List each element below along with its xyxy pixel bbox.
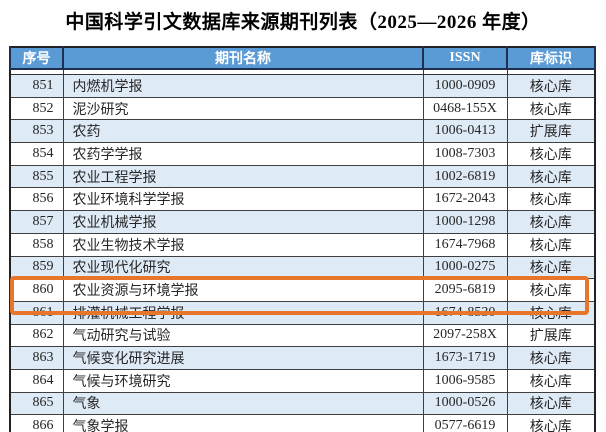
table-row: 865 气象 1000-0526 核心库 <box>9 391 596 416</box>
issn-cell: 1000-0275 <box>422 255 508 280</box>
db-flag-cell: 扩展库 <box>506 323 596 348</box>
table-row: 862 气动研究与试验 2097-258X 扩展库 <box>9 323 596 348</box>
db-flag-cell: 核心库 <box>506 164 596 189</box>
table-header-row: 序号 期刊名称 ISSN 库标识 <box>9 47 596 70</box>
journal-name-cell: 气候变化研究进展 <box>62 346 424 370</box>
db-flag-cell: 核心库 <box>506 346 596 370</box>
row-no-cell: 860 <box>9 278 64 302</box>
db-flag-cell: 核心库 <box>506 96 596 121</box>
row-no-cell: 857 <box>9 210 64 234</box>
db-flag-cell: 核心库 <box>506 391 596 416</box>
journal-name-cell: 气象 <box>62 391 424 416</box>
table-row: 866 气象学报 0577-6619 核心库 <box>9 414 596 432</box>
row-no-cell: 865 <box>9 391 64 416</box>
issn-cell: 1673-1719 <box>422 346 508 370</box>
db-flag-cell: 核心库 <box>506 210 596 234</box>
db-flag-cell: 核心库 <box>506 142 596 166</box>
journal-name-cell: 农业机械学报 <box>62 210 424 234</box>
journal-name-cell: 农业工程学报 <box>62 164 424 189</box>
page-title: 中国科学引文数据库来源期刊列表（2025—2026 年度） <box>65 12 541 33</box>
journal-name-cell: 排灌机械工程学报 <box>62 300 424 325</box>
table-row: 859 农业现代化研究 1000-0275 核心库 <box>9 255 596 280</box>
db-flag-cell: 核心库 <box>506 278 596 302</box>
issn-cell: 1674-8530 <box>422 300 508 325</box>
issn-cell: 1008-7303 <box>422 142 508 166</box>
table-row: 861 排灌机械工程学报 1674-8530 核心库 <box>9 300 596 325</box>
issn-cell: 1006-0413 <box>422 119 508 144</box>
issn-cell: 0577-6619 <box>422 414 508 432</box>
table-row: 858 农业生物技术学报 1674-7968 核心库 <box>9 232 596 257</box>
table-row: 855 农业工程学报 1002-6819 核心库 <box>9 164 596 189</box>
db-flag-cell: 核心库 <box>506 187 596 212</box>
journal-name-cell: 内燃机学报 <box>62 74 424 98</box>
row-no-cell: 855 <box>9 164 64 189</box>
column-header-no: 序号 <box>9 47 64 70</box>
journal-table: 序号 期刊名称 ISSN 库标识 851 内燃机学报 1000-0909 核心库 852… <box>9 46 596 432</box>
issn-cell: 1006-9585 <box>422 368 508 393</box>
journal-name-cell: 农药学学报 <box>62 142 424 166</box>
row-no-cell: 862 <box>9 323 64 348</box>
table-row: 851 内燃机学报 1000-0909 核心库 <box>9 74 596 98</box>
row-no-cell: 853 <box>9 119 64 144</box>
row-no-cell: 859 <box>9 255 64 280</box>
journal-name-cell: 农业生物技术学报 <box>62 232 424 257</box>
issn-cell: 2097-258X <box>422 323 508 348</box>
column-header-flag: 库标识 <box>506 47 596 70</box>
db-flag-cell: 核心库 <box>506 414 596 432</box>
journal-name-cell: 农业环境科学学报 <box>62 187 424 212</box>
issn-cell: 1000-0909 <box>422 74 508 98</box>
journal-name-cell: 气动研究与试验 <box>62 323 424 348</box>
issn-cell: 0468-155X <box>422 96 508 121</box>
table-row: 860 农业资源与环境学报 2095-6819 核心库 <box>9 278 596 302</box>
issn-cell: 2095-6819 <box>422 278 508 302</box>
table-row: 864 气候与环境研究 1006-9585 核心库 <box>9 368 596 393</box>
row-no-cell: 866 <box>9 414 64 432</box>
table-row: 857 农业机械学报 1000-1298 核心库 <box>9 210 596 234</box>
table-row: 854 农药学学报 1008-7303 核心库 <box>9 142 596 166</box>
row-no-cell: 854 <box>9 142 64 166</box>
journal-name-cell: 气候与环境研究 <box>62 368 424 393</box>
row-no-cell: 856 <box>9 187 64 212</box>
issn-cell: 1000-1298 <box>422 210 508 234</box>
db-flag-cell: 核心库 <box>506 255 596 280</box>
db-flag-cell: 扩展库 <box>506 119 596 144</box>
table-row: 853 农药 1006-0413 扩展库 <box>9 119 596 144</box>
table-row: 852 泥沙研究 0468-155X 核心库 <box>9 96 596 121</box>
issn-cell: 1000-0526 <box>422 391 508 416</box>
row-no-cell: 851 <box>9 74 64 98</box>
row-no-cell: 864 <box>9 368 64 393</box>
journal-name-cell: 泥沙研究 <box>62 96 424 121</box>
row-no-cell: 861 <box>9 300 64 325</box>
journal-name-cell: 农业资源与环境学报 <box>62 278 424 302</box>
issn-cell: 1674-7968 <box>422 232 508 257</box>
journal-name-cell: 农药 <box>62 119 424 144</box>
table-row: 863 气候变化研究进展 1673-1719 核心库 <box>9 346 596 370</box>
db-flag-cell: 核心库 <box>506 232 596 257</box>
table-row: 856 农业环境科学学报 1672-2043 核心库 <box>9 187 596 212</box>
journal-name-cell: 气象学报 <box>62 414 424 432</box>
journal-name-cell: 农业现代化研究 <box>62 255 424 280</box>
column-header-name: 期刊名称 <box>62 47 424 70</box>
issn-cell: 1002-6819 <box>422 164 508 189</box>
column-header-issn: ISSN <box>422 47 508 70</box>
db-flag-cell: 核心库 <box>506 300 596 325</box>
row-no-cell: 863 <box>9 346 64 370</box>
issn-cell: 1672-2043 <box>422 187 508 212</box>
db-flag-cell: 核心库 <box>506 74 596 98</box>
row-no-cell: 852 <box>9 96 64 121</box>
db-flag-cell: 核心库 <box>506 368 596 393</box>
row-no-cell: 858 <box>9 232 64 257</box>
